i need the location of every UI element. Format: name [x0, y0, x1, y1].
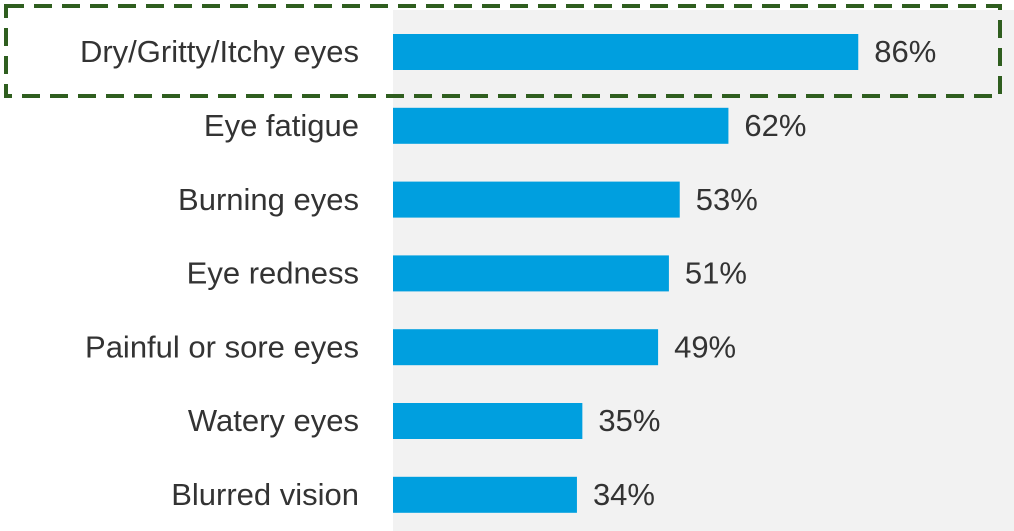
value-label: 62% [744, 108, 806, 143]
highlight-box [4, 4, 1002, 98]
value-label: 53% [696, 182, 758, 217]
value-label: 86% [874, 34, 936, 69]
bar [393, 107, 729, 144]
category-label: Eye redness [187, 256, 359, 291]
category-label: Watery eyes [188, 403, 359, 438]
bar [393, 255, 669, 292]
bar [393, 329, 659, 366]
bar [393, 34, 859, 70]
category-label: Eye fatigue [204, 108, 359, 143]
value-label: 34% [593, 477, 655, 512]
category-label: Burning eyes [178, 182, 359, 217]
bar [393, 403, 583, 439]
category-label: Blurred vision [171, 477, 359, 512]
value-label: 35% [598, 403, 660, 438]
bar [393, 181, 680, 218]
value-label: 51% [685, 256, 747, 291]
bar [393, 476, 577, 513]
category-label: Painful or sore eyes [85, 329, 359, 364]
category-label: Dry/Gritty/Itchy eyes [80, 34, 359, 69]
value-label: 49% [674, 329, 736, 364]
